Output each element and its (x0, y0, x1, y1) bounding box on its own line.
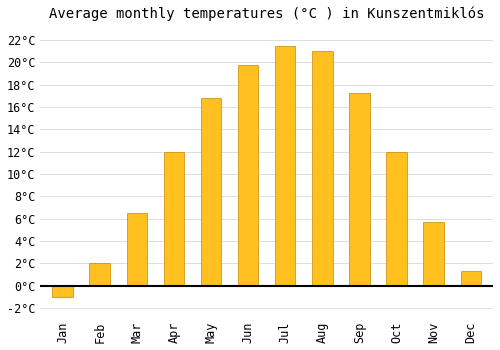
Bar (52, 286, 73, 297)
Bar (164, 152, 184, 286)
Bar (460, 271, 481, 286)
Bar (201, 98, 221, 286)
Bar (424, 222, 444, 286)
Bar (350, 93, 370, 286)
Bar (275, 46, 295, 286)
Title: Average monthly temperatures (°C ) in Kunszentmiklós: Average monthly temperatures (°C ) in Ku… (49, 7, 484, 21)
Bar (312, 51, 332, 286)
Bar (238, 65, 258, 286)
Bar (386, 152, 407, 286)
Bar (90, 263, 110, 286)
Bar (126, 213, 147, 286)
